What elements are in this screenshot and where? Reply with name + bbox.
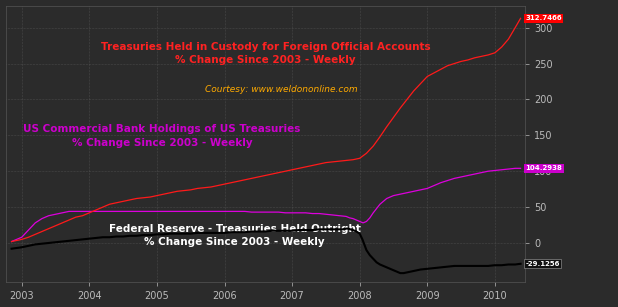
Text: -29.1256: -29.1256 — [525, 261, 560, 267]
Text: Federal Reserve - Treasuries Held Outright
% Change Since 2003 - Weekly: Federal Reserve - Treasuries Held Outrig… — [109, 224, 360, 247]
Text: US Commercial Bank Holdings of US Treasuries
% Change Since 2003 - Weekly: US Commercial Bank Holdings of US Treasu… — [23, 124, 300, 148]
Text: 104.2938: 104.2938 — [525, 165, 562, 171]
Text: Treasuries Held in Custody for Foreign Official Accounts
% Change Since 2003 - W: Treasuries Held in Custody for Foreign O… — [101, 41, 431, 65]
Text: Courtesy: www.weldononline.com: Courtesy: www.weldononline.com — [205, 84, 358, 94]
Text: 312.7466: 312.7466 — [525, 15, 562, 21]
